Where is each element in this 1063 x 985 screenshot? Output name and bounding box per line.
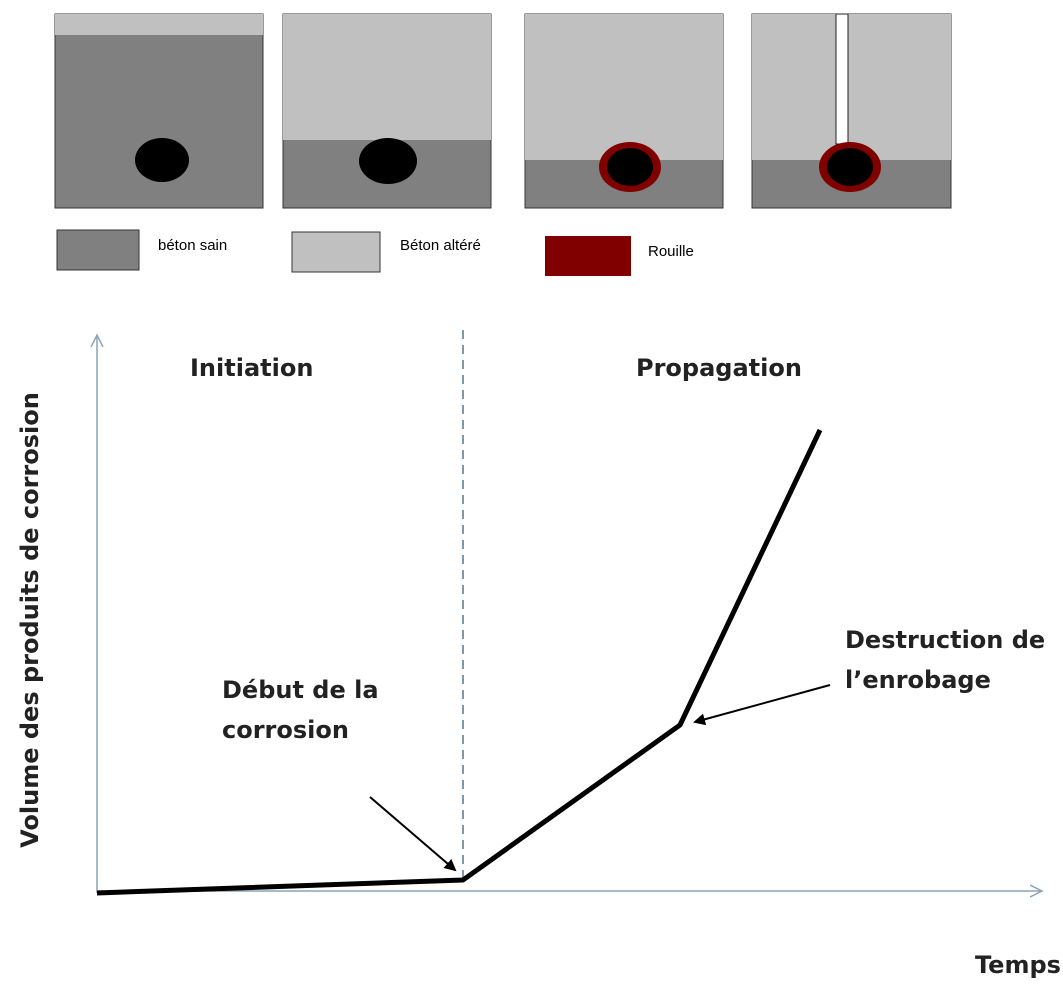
- legend-swatch: [56, 229, 140, 271]
- phase-label: Propagation: [636, 354, 802, 382]
- arrow: [369, 796, 457, 872]
- panel-1: [54, 13, 264, 209]
- panel-4: [751, 13, 952, 209]
- annotation: l’enrobage: [845, 666, 991, 694]
- x-axis-label: Temps: [975, 951, 1061, 979]
- annotation: Début de la: [222, 676, 379, 704]
- legend-swatch: [291, 231, 381, 273]
- annotation: corrosion: [222, 716, 349, 744]
- arrow: [693, 684, 831, 726]
- panel-3: [524, 13, 724, 209]
- legend-swatch: [545, 236, 631, 276]
- annotation: Destruction de: [845, 626, 1045, 654]
- y-axis-label: Volume des produits de corrosion: [16, 392, 44, 848]
- panel-2: [282, 13, 492, 209]
- legend-label: béton sain: [158, 237, 227, 254]
- curve: [96, 428, 823, 896]
- legend-label: Béton altéré: [400, 237, 481, 254]
- phase-label: Initiation: [190, 354, 313, 382]
- legend-label: Rouille: [648, 243, 694, 260]
